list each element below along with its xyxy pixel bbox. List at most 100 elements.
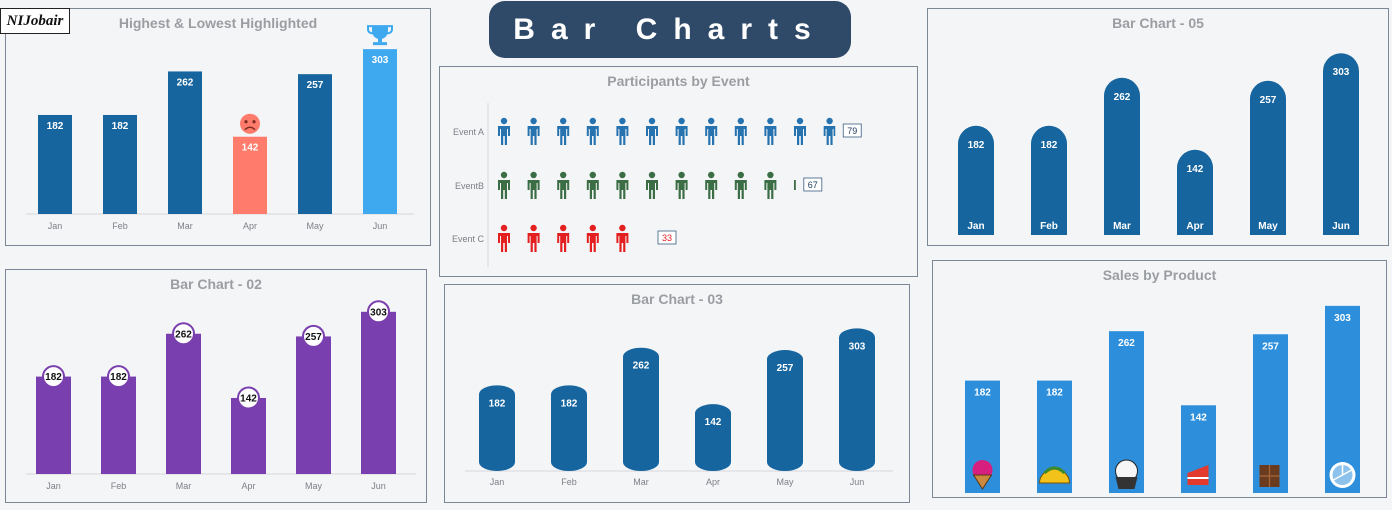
person-icon [675,117,688,145]
person-icon [616,224,629,252]
person-icon [616,171,629,199]
data-label: 182 [1046,388,1063,399]
data-label: 257 [777,363,794,374]
chocolate-icon [1259,465,1280,487]
person-icon [705,117,718,145]
data-label: 182 [974,388,991,399]
data-label: 182 [45,372,62,383]
data-label: 142 [242,143,259,154]
tick-label: Jan [490,477,505,487]
data-label-circle [237,386,260,410]
person-icon [764,171,777,199]
person-icon [557,117,570,145]
bar [1250,80,1286,235]
data-label-circle [42,365,65,389]
chart-plot: 182 Jan 182 Feb 262 Mar 142 Apr 257 May 303 Jun [26,25,414,231]
chart-bar-03: Bar Chart - 03 182 Jan 182 Feb 262 Mar 142 Apr 2… [444,284,910,503]
person-icon [527,117,540,145]
bar [38,114,72,214]
person-icon [734,117,747,145]
ice-cream-icon [972,460,993,490]
pizza-icon [1329,462,1356,488]
bar [166,333,201,474]
bar [103,114,137,214]
chart-highest-lowest: Highest & Lowest Highlighted 182 Jan 182 Fe… [5,8,431,246]
person-icon [498,171,510,199]
chart-title: Participants by Event [607,73,750,89]
person-icon [498,117,510,145]
tick-label: Apr [706,477,720,487]
chart-plot: 182 Jan 182 Feb 262 Mar 142 Apr 257 May 303 Jun [465,328,893,487]
tick-label: Jun [850,477,865,487]
person-icon [705,171,718,199]
data-label: 142 [1187,164,1204,175]
bar [363,49,397,214]
person-icon [616,117,629,145]
data-label: 33 [662,233,672,243]
cake-icon [1187,465,1209,485]
person-icon [557,224,570,252]
tick-label: Jun [1332,221,1350,232]
bar [231,397,266,474]
tick-label: Feb [112,221,128,231]
bar [839,328,875,471]
chart-title: Sales by Product [1102,267,1217,283]
chart-title: Bar Chart - 03 [631,291,723,307]
data-label: 303 [1333,67,1350,78]
bar [1325,305,1360,493]
person-icon [794,117,806,145]
person-icon [764,117,777,145]
data-label: 142 [240,393,257,404]
tick-label: Apr [1186,221,1203,232]
chart-sales-by-product: Sales by Product 182 182 262 142 257 303 [932,260,1387,498]
tick-label: May [1258,221,1278,232]
tick-label: Feb [561,477,577,487]
chart-plot: 182 Jan 182 Feb 262 Mar 142 Apr 257 May 303 Jun [958,53,1359,236]
data-label: 182 [110,372,127,383]
bar [767,350,803,471]
tick-label: Feb [111,481,127,491]
chart-bar-02: Bar Chart - 02 182 Jan 182 Feb 262 Mar 142 Apr 2… [5,269,427,503]
tick-label: Jun [373,221,388,231]
trophy-icon [367,25,393,46]
person-icon [498,224,510,252]
bar [101,376,136,474]
row-label: Event A [453,127,484,137]
data-label: 303 [372,55,389,66]
sad-face-icon [240,113,260,134]
bar [1323,53,1359,236]
data-label: 303 [370,307,387,318]
logo: NIJobair [0,8,70,34]
tick-label: Jan [46,481,61,491]
data-label: 262 [633,361,650,372]
data-label: 182 [47,121,64,132]
data-label: 257 [307,80,324,91]
bar [551,385,587,471]
tick-label: Mar [1113,221,1131,232]
taco-icon [1038,466,1071,484]
bar [623,347,659,471]
chart-title: Bar Chart - 05 [1112,15,1204,31]
bar [296,336,331,474]
tick-label: Mar [633,477,649,487]
person-icon [527,171,540,199]
data-label-circle [172,322,195,346]
data-label-circle [107,365,130,389]
row-label: Event C [452,234,485,244]
data-label-box [657,230,677,245]
data-label: 67 [808,180,818,190]
bar [1104,77,1140,235]
bar [36,376,71,474]
data-label-circle [367,300,390,324]
data-label: 262 [1118,338,1135,349]
bar [1177,149,1213,235]
tick-label: Jan [48,221,63,231]
data-label-box [842,123,862,138]
tick-label: Apr [241,481,255,491]
tick-label: Feb [1040,221,1058,232]
person-icon [527,224,540,252]
data-label: 262 [177,77,194,88]
data-label: 262 [1114,92,1131,103]
person-icon [586,117,599,145]
data-label: 257 [305,332,322,343]
